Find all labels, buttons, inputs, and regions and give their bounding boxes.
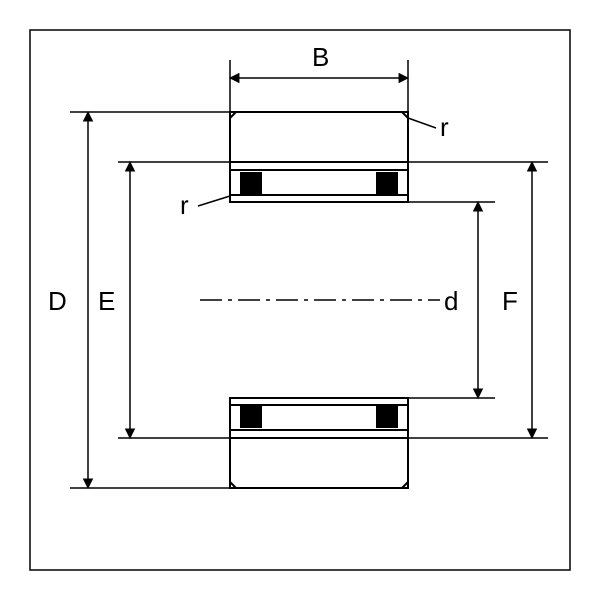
label-E: E	[98, 286, 115, 316]
r-left: r	[180, 190, 230, 220]
label-B: B	[312, 42, 329, 72]
label-D: D	[48, 286, 67, 316]
diagram-svg: B D E d F r r	[0, 0, 600, 600]
label-F: F	[502, 286, 518, 316]
label-r-top: r	[440, 112, 449, 142]
dim-B: B	[230, 42, 408, 112]
label-r-left: r	[180, 190, 189, 220]
r-top: r	[408, 112, 449, 142]
label-d: d	[444, 286, 458, 316]
